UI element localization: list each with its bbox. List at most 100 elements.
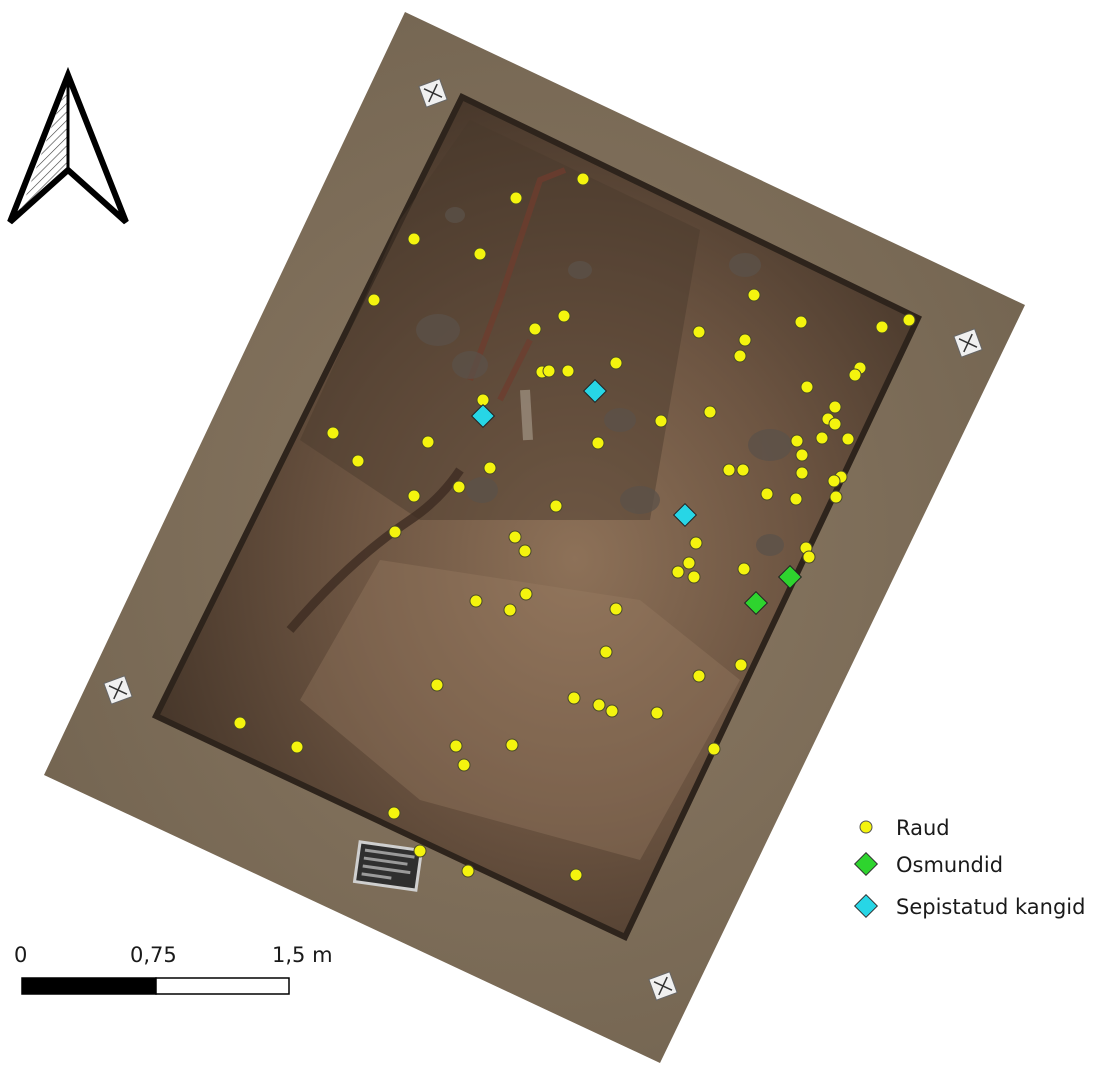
raud-point: [687, 570, 701, 584]
raud-point: [528, 322, 542, 336]
sepistatud-kangid-layer: [470, 378, 698, 528]
raud-point: [457, 758, 471, 772]
raud-point: [800, 380, 814, 394]
raud-point: [875, 320, 889, 334]
osmundid-layer: [743, 564, 803, 616]
survey-marker: [648, 971, 678, 1001]
legend-symbol-cyan-diamond: [853, 893, 879, 919]
raud-point: [542, 364, 556, 378]
raud-point: [738, 333, 752, 347]
orthophoto: [44, 12, 1025, 1063]
raud-point: [505, 738, 519, 752]
raud-point: [576, 172, 590, 186]
stones: [416, 207, 792, 556]
raud-point: [795, 466, 809, 480]
root: [520, 389, 533, 441]
raud-point: [592, 698, 606, 712]
raud-point: [561, 364, 575, 378]
raud-point: [794, 315, 808, 329]
survey-marker: [103, 675, 133, 705]
raud-point: [689, 536, 703, 550]
raud-point: [326, 426, 340, 440]
sepistatud-kangid-point: [470, 403, 496, 429]
osmundid-point: [743, 590, 769, 616]
raud-point: [848, 368, 862, 382]
raud-point: [734, 658, 748, 672]
raud-point: [557, 309, 571, 323]
raud-point: [609, 356, 623, 370]
scale-label-0: 0: [14, 943, 27, 967]
raud-point: [421, 435, 435, 449]
raud-point: [829, 490, 843, 504]
raud-point: [703, 405, 717, 419]
trench-pit: [151, 93, 922, 941]
legend-symbol-yellow-circle: [859, 820, 873, 834]
raud-point: [707, 742, 721, 756]
raud-point: [519, 587, 533, 601]
raud-point: [650, 706, 664, 720]
root: [497, 338, 533, 402]
raud-point: [483, 461, 497, 475]
legend-item-raud: Raud: [859, 816, 950, 840]
raud-point: [827, 474, 841, 488]
raud-point: [508, 530, 522, 544]
north-arrow-icon: [7, 66, 129, 225]
raud-point: [367, 293, 381, 307]
raud-point: [902, 313, 916, 327]
survey-marker: [953, 328, 983, 358]
raud-point: [569, 868, 583, 882]
raud-point: [828, 400, 842, 414]
raud-point: [609, 602, 623, 616]
raud-layer: [233, 172, 916, 882]
raud-point: [841, 432, 855, 446]
root: [286, 467, 464, 633]
dark-soil-patch: [300, 120, 700, 520]
raud-point: [473, 247, 487, 261]
sepistatud-kangid-point: [672, 502, 698, 528]
raud-point: [509, 191, 523, 205]
raud-point: [503, 603, 517, 617]
raud-point: [733, 349, 747, 363]
raud-point: [802, 550, 816, 564]
raud-point: [461, 864, 475, 878]
raud-point: [828, 417, 842, 431]
raud-point: [413, 844, 427, 858]
raud-point: [388, 525, 402, 539]
raud-point: [654, 414, 668, 428]
scale-segment-black: [21, 977, 157, 995]
raud-point: [407, 489, 421, 503]
survey-markers: [103, 78, 983, 1001]
raud-point: [795, 448, 809, 462]
raud-point: [518, 544, 532, 558]
raud-point: [591, 436, 605, 450]
raud-point: [351, 454, 365, 468]
raud-point: [605, 704, 619, 718]
raud-point: [789, 492, 803, 506]
raud-point: [692, 669, 706, 683]
survey-marker: [418, 78, 448, 108]
legend-label: Raud: [896, 816, 950, 840]
raud-point: [682, 556, 696, 570]
raud-point: [567, 691, 581, 705]
scale-bar: 0 0,75 1,5 m: [14, 943, 333, 995]
raud-point: [736, 463, 750, 477]
raud-point: [387, 806, 401, 820]
legend-label: Sepistatud kangid: [896, 895, 1085, 919]
raud-point: [290, 740, 304, 754]
raud-point: [692, 325, 706, 339]
sepistatud-kangid-point: [582, 378, 608, 404]
raud-point: [722, 463, 736, 477]
raud-point: [452, 480, 466, 494]
photo-board: [352, 840, 424, 892]
raud-point: [790, 434, 804, 448]
raud-point: [671, 565, 685, 579]
raud-point: [233, 716, 247, 730]
raud-point: [599, 645, 613, 659]
raud-point: [760, 487, 774, 501]
legend-symbol-green-diamond: [853, 851, 879, 877]
raud-point: [815, 431, 829, 445]
raud-point: [737, 562, 751, 576]
legend-item-sepistatud-kangid: Sepistatud kangid: [853, 893, 1085, 919]
scale-label-mid: 0,75: [130, 943, 177, 967]
